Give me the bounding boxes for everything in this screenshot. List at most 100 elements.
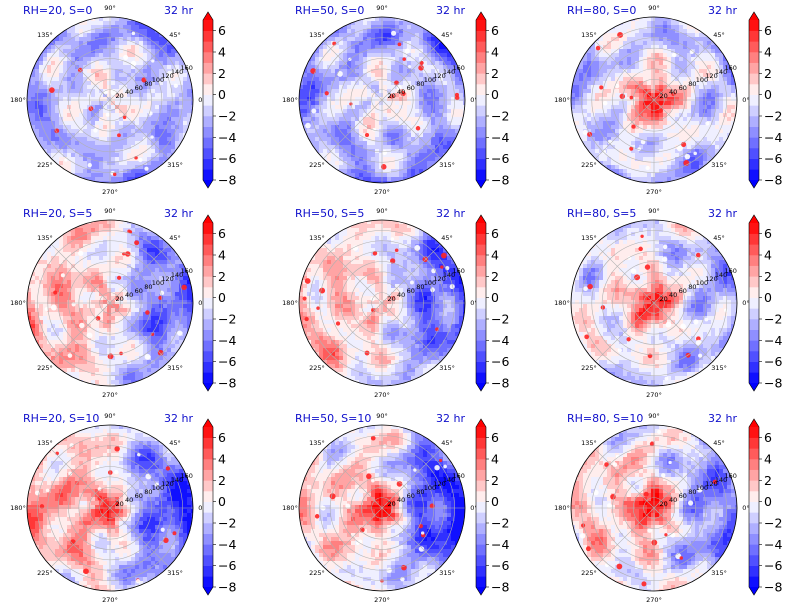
colorbar-segment	[476, 351, 486, 362]
colorbar-extend-bottom	[203, 587, 213, 595]
colorbar-segment	[476, 62, 486, 74]
colorbar-segment	[476, 480, 486, 492]
angular-tick-label: 45°	[169, 31, 181, 39]
colorbar-segment	[749, 297, 759, 309]
colorbar-segment	[203, 469, 213, 481]
angular-tick-label: 0°	[742, 96, 749, 104]
colorbar-tick-label: −2	[764, 312, 782, 327]
radial-tick-label: 20	[659, 500, 667, 508]
colorbar-segment	[476, 329, 486, 341]
colorbar-segment	[476, 576, 486, 588]
radial-tick-label: 120	[161, 275, 173, 283]
colorbar-tick-label: 4	[764, 45, 772, 60]
colorbar-tick-label: −8	[764, 173, 782, 188]
radial-tick-label: 100	[424, 484, 436, 492]
colorbar-segment	[749, 169, 759, 181]
colorbar-segment	[749, 30, 759, 42]
radial-tick-label: 40	[669, 291, 677, 299]
radial-tick-label: 120	[433, 480, 445, 488]
angular-tick-label: 90°	[648, 207, 660, 215]
colorbar-tick-label: 2	[218, 473, 226, 488]
polar-gridlines	[298, 424, 466, 592]
colorbar-tick-label: −6	[491, 558, 509, 573]
colorbar-tick-label: −6	[218, 354, 236, 369]
radial-tick-label: 60	[679, 492, 687, 500]
panel-time-label: 32 hr	[436, 412, 465, 425]
panel-title: RH=50, S=5	[295, 207, 364, 220]
colorbar-segment	[749, 20, 759, 31]
colorbar-segment	[749, 469, 759, 481]
angular-tick-label: 90°	[104, 4, 116, 12]
angular-tick-label: 0°	[470, 504, 477, 512]
colorbar-segment	[203, 287, 213, 298]
colorbar-segment	[203, 459, 213, 470]
colorbar-segment	[749, 265, 759, 277]
colorbar-tick-label: 2	[218, 66, 226, 81]
radial-tick-label: 100	[696, 76, 708, 84]
colorbar-extend-bottom	[749, 180, 759, 188]
radial-tick-label: 80	[144, 283, 152, 291]
angular-tick-label: 270°	[102, 188, 118, 196]
radial-tick-label: 80	[416, 488, 424, 496]
colorbar-extend-top	[203, 215, 213, 223]
radial-tick-label: 40	[669, 88, 677, 96]
angular-tick-label: 45°	[713, 31, 725, 39]
colorbar-tick-label: −6	[218, 558, 236, 573]
panel-time-label: 32 hr	[164, 4, 193, 17]
polar-panel: 20 40 60 80 1001201401600°45°90°135°180°225°…	[554, 4, 782, 196]
polar-panel: 20 40 60 80 1001201401600°45°90°135°180°225°…	[10, 4, 236, 196]
radial-tick-label: 40	[669, 496, 677, 504]
polar-frame	[26, 424, 194, 592]
colorbar-tick-label: −8	[764, 376, 782, 391]
colorbar-segment	[203, 158, 213, 170]
angular-tick-label: 180°	[282, 299, 298, 307]
colorbar-segment	[476, 437, 486, 449]
polar-gridlines	[298, 219, 466, 387]
angular-tick-label: 0°	[470, 96, 477, 104]
angular-tick-label: 270°	[646, 188, 662, 196]
polar-panel: 20 40 60 80 1001201401600°45°90°135°180°225°…	[10, 412, 236, 604]
radial-tick-label: 60	[679, 287, 687, 295]
radial-tick-label: 120	[161, 72, 173, 80]
colorbar-tick-label: 6	[491, 226, 499, 241]
colorbar-segment	[203, 319, 213, 330]
angular-tick-label: 270°	[374, 188, 390, 196]
angular-tick-label: 180°	[282, 96, 298, 104]
colorbar-tick-label: 0	[218, 87, 226, 102]
colorbar-segment	[203, 297, 213, 309]
colorbar-segment	[476, 372, 486, 384]
colorbar-segment	[476, 148, 486, 159]
colorbar-extend-top	[203, 419, 213, 427]
panel-time-label: 32 hr	[164, 207, 193, 220]
colorbar-segment	[749, 158, 759, 170]
colorbar-tick-label: −8	[491, 580, 509, 595]
panel-title: RH=20, S=10	[23, 412, 99, 425]
colorbar-segment	[203, 565, 213, 577]
angular-tick-label: 135°	[37, 31, 53, 39]
polar-gridlines	[26, 16, 194, 184]
polar-gridlines	[570, 219, 738, 387]
radial-tick-label: 40	[397, 88, 405, 96]
radial-tick-label: 100	[152, 76, 164, 84]
panel-title: RH=80, S=0	[567, 4, 636, 17]
colorbar-segment	[476, 158, 486, 170]
radial-tick-label: 140	[171, 68, 183, 76]
colorbar-extend-bottom	[476, 383, 486, 391]
colorbar-tick-label: 0	[218, 494, 226, 509]
radial-tick-label: 40	[397, 496, 405, 504]
radial-tick-label: 100	[424, 279, 436, 287]
colorbar-segment	[203, 491, 213, 502]
angular-tick-label: 180°	[10, 299, 26, 307]
colorbar-tick-label: −4	[764, 537, 782, 552]
colorbar-segment	[203, 265, 213, 277]
colorbar-segment	[749, 116, 759, 127]
colorbar-tick-label: 4	[491, 452, 499, 467]
colorbar-segment	[203, 329, 213, 341]
colorbar: 6 4 2 0 −2 −4 −6 −8	[202, 214, 236, 392]
colorbar-extend-top	[476, 12, 486, 20]
colorbar-segment	[203, 52, 213, 63]
radial-tick-label: 60	[135, 492, 143, 500]
colorbar-segment	[749, 501, 759, 513]
radial-tick-label: 60	[135, 84, 143, 92]
angular-tick-label: 225°	[581, 569, 597, 577]
